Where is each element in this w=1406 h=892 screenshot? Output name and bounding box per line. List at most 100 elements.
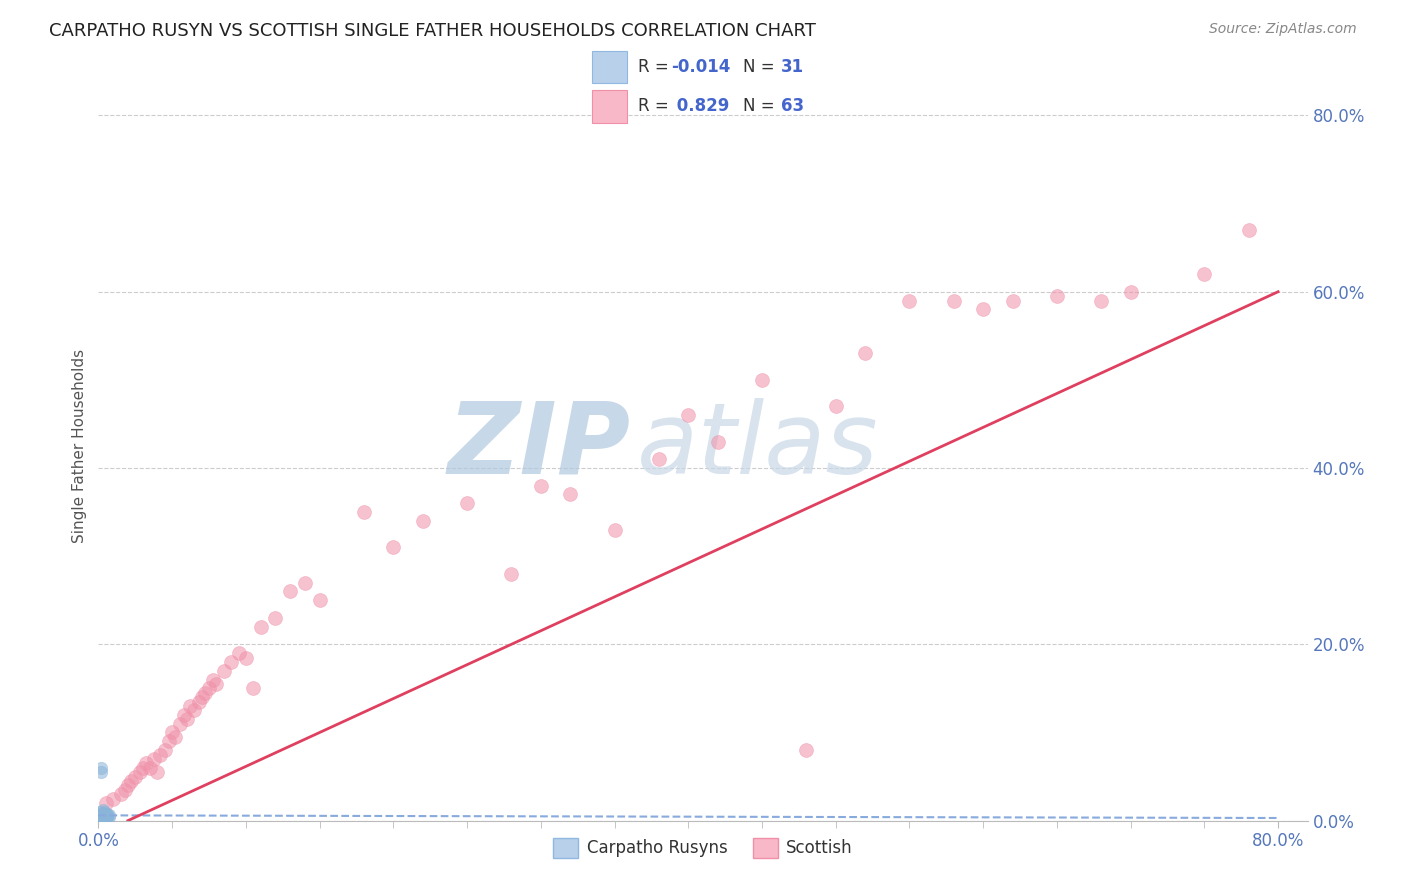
Text: CARPATHO RUSYN VS SCOTTISH SINGLE FATHER HOUSEHOLDS CORRELATION CHART: CARPATHO RUSYN VS SCOTTISH SINGLE FATHER… <box>49 22 815 40</box>
Text: 31: 31 <box>780 58 804 76</box>
Text: -0.014: -0.014 <box>671 58 731 76</box>
FancyBboxPatch shape <box>592 51 627 83</box>
Y-axis label: Single Father Households: Single Father Households <box>72 349 87 543</box>
Point <box>264 611 287 625</box>
Point <box>794 743 817 757</box>
Point <box>114 782 136 797</box>
Point <box>139 761 162 775</box>
Point <box>110 787 132 801</box>
Point <box>560 487 582 501</box>
Point <box>678 408 700 422</box>
Point <box>94 796 117 810</box>
Point <box>648 452 671 467</box>
FancyBboxPatch shape <box>592 90 627 122</box>
Point <box>143 752 166 766</box>
Point <box>942 293 965 308</box>
Text: 0.829: 0.829 <box>671 97 730 115</box>
Point <box>153 743 176 757</box>
Point <box>212 664 235 678</box>
Point <box>278 584 301 599</box>
Point <box>219 655 242 669</box>
Point <box>93 808 115 822</box>
Point <box>853 346 876 360</box>
Point <box>603 523 626 537</box>
Point <box>898 293 921 308</box>
Point <box>91 810 114 824</box>
Point <box>353 505 375 519</box>
Point <box>183 703 205 717</box>
Point <box>179 699 201 714</box>
Point <box>90 809 112 823</box>
Point <box>91 807 114 822</box>
Point <box>93 808 115 822</box>
Point <box>96 809 118 823</box>
Point <box>91 808 114 822</box>
Text: N =: N = <box>742 97 779 115</box>
Point <box>93 810 115 824</box>
Point <box>90 806 112 821</box>
Point <box>456 496 478 510</box>
Point <box>91 811 114 825</box>
Point <box>1119 285 1142 299</box>
Point <box>202 673 225 687</box>
Text: Source: ZipAtlas.com: Source: ZipAtlas.com <box>1209 22 1357 37</box>
Text: atlas: atlas <box>637 398 879 494</box>
Point <box>149 747 172 762</box>
Point <box>124 770 146 784</box>
Point <box>412 514 434 528</box>
Text: N =: N = <box>742 58 779 76</box>
Point <box>228 646 250 660</box>
Point <box>160 725 183 739</box>
Legend: Carpatho Rusyns, Scottish: Carpatho Rusyns, Scottish <box>547 831 859 864</box>
Point <box>96 810 118 824</box>
Point <box>1237 223 1260 237</box>
Point <box>94 810 117 824</box>
Point <box>135 756 157 771</box>
Point <box>249 620 271 634</box>
Point <box>198 681 221 696</box>
Point <box>90 761 112 775</box>
Point <box>94 809 117 823</box>
Point <box>187 695 209 709</box>
Text: 63: 63 <box>780 97 804 115</box>
Point <box>131 761 153 775</box>
Point <box>90 811 112 825</box>
Point <box>146 765 169 780</box>
Point <box>94 810 117 824</box>
Point <box>294 575 316 590</box>
Point <box>91 810 114 824</box>
Point <box>93 809 115 823</box>
Point <box>190 690 212 705</box>
Point <box>530 478 553 492</box>
Point <box>89 805 111 819</box>
Point <box>382 541 405 555</box>
Point <box>165 730 187 744</box>
Point <box>120 774 142 789</box>
Text: R =: R = <box>638 97 675 115</box>
Point <box>824 400 846 414</box>
Point <box>93 805 115 819</box>
Point <box>176 712 198 726</box>
Point <box>128 765 150 780</box>
Point <box>93 806 115 821</box>
Point <box>94 806 117 821</box>
Point <box>173 707 195 722</box>
Point <box>1090 293 1112 308</box>
Point <box>91 810 114 824</box>
Text: ZIP: ZIP <box>447 398 630 494</box>
Point <box>96 807 118 822</box>
Point <box>194 686 217 700</box>
Point <box>308 593 330 607</box>
Point <box>97 810 120 824</box>
Point <box>751 373 773 387</box>
Point <box>205 677 228 691</box>
Point <box>101 791 124 805</box>
Text: R =: R = <box>638 58 675 76</box>
Point <box>157 734 180 748</box>
Point <box>1194 267 1216 281</box>
Point <box>94 808 117 822</box>
Point <box>169 716 191 731</box>
Point <box>93 809 115 823</box>
Point <box>706 434 728 449</box>
Point <box>117 778 139 792</box>
